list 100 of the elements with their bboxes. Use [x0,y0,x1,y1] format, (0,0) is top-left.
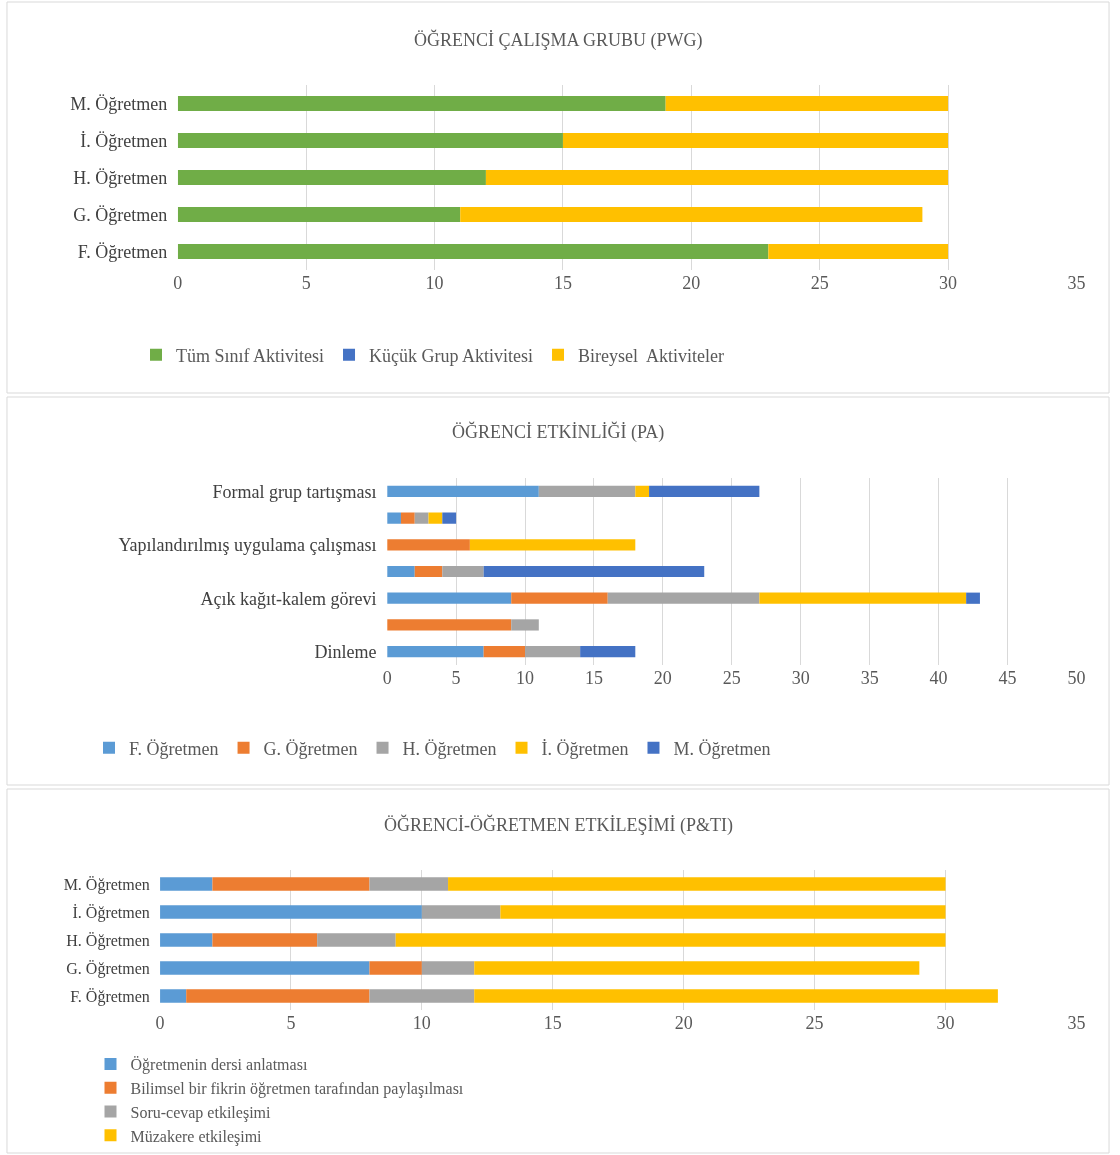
bar [759,592,967,604]
y-tick-label: G. Öğretmen [66,959,150,978]
bar [387,485,539,497]
bar [387,646,484,658]
bar [212,933,318,947]
bar [483,565,705,578]
bar [160,961,370,975]
bar [369,989,475,1003]
bar [500,905,946,919]
bar [428,512,443,524]
y-tick-label: G. Öğretmen [73,204,168,225]
y-tick-label: M. Öğretmen [63,875,150,894]
bar [160,877,213,891]
bar [387,512,401,524]
bar [387,565,415,578]
y-tick-label: İ. Öğretmen [72,903,150,922]
y-tick-label: Açık kağıt-kalem görevi [200,588,377,609]
legend-label: H. Öğretmen [402,738,497,759]
x-tick-label: 0 [382,668,392,688]
bar [580,646,636,658]
x-tick-label: 0 [173,273,183,293]
bar [160,905,422,919]
x-tick-label: 25 [722,668,741,688]
y-tick-label: İ. Öğretmen [80,130,168,151]
legend-label: M. Öğretmen [673,738,771,759]
legend-label: Bireysel Aktiviteler [578,345,724,366]
x-tick-label: 0 [155,1013,165,1033]
chart-title: ÖĞRENCİ-ÖĞRETMEN ETKİLEŞİMİ (P&TI) [384,814,733,836]
bar [562,133,949,148]
bar [212,877,370,891]
bar [177,207,461,222]
bar [538,485,636,497]
bar [485,170,949,185]
bar [966,592,980,604]
bar [317,933,396,947]
chart-title: ÖĞRENCİ ÇALIŞMA GRUBU (PWG) [414,29,703,51]
bar [177,244,769,259]
bar [607,592,760,604]
x-tick-label: 15 [584,668,603,688]
x-tick-label: 10 [412,1013,431,1033]
bar [460,207,923,222]
bar [442,565,484,578]
y-tick-label: Yapılandırılmış uygulama çalışması [118,535,377,556]
bar [649,485,760,497]
x-tick-label: 15 [553,273,572,293]
legend-label: Tüm Sınıf Aktivitesi [176,345,325,366]
bar [400,512,415,524]
bar [177,96,666,111]
x-tick-label: 5 [451,668,461,688]
y-tick-label: H. Öğretmen [66,931,150,950]
bar [186,989,370,1003]
bar [525,646,581,658]
bar [442,512,457,524]
bar [511,619,539,631]
bar [369,877,449,891]
legend-label: Küçük Grup Aktivitesi [369,345,534,366]
bar [421,961,475,975]
bar [387,539,470,551]
y-tick-label: H. Öğretmen [73,167,168,188]
bar [474,989,998,1003]
bar [160,933,213,947]
bar [387,619,512,631]
bar [414,512,429,524]
bar [635,485,650,497]
bar [511,592,608,604]
x-tick-label: 25 [810,273,829,293]
y-tick-label: F. Öğretmen [77,241,168,262]
bar [369,961,422,975]
bar [414,565,443,578]
bar [387,592,512,604]
legend-label: Öğretmenin dersi anlatması [130,1056,308,1075]
x-tick-label: 20 [653,668,672,688]
y-tick-label: M. Öğretmen [70,93,168,114]
x-tick-label: 5 [286,1013,296,1033]
x-tick-label: 35 [860,668,879,688]
bar [448,877,946,891]
bar [469,539,636,551]
x-tick-label: 5 [301,273,311,293]
x-tick-label: 30 [939,273,958,293]
legend-label: F. Öğretmen [129,738,219,759]
chart-title: ÖĞRENCİ ETKİNLİĞİ (PA) [452,421,665,443]
x-tick-label: 35 [1067,273,1086,293]
bar [160,989,187,1003]
bar [768,244,949,259]
x-tick-label: 20 [674,1013,693,1033]
x-tick-label: 35 [1067,1013,1086,1033]
legend-label: İ. Öğretmen [541,738,629,759]
y-tick-label: Dinleme [314,641,377,662]
legend-label: Soru-cevap etkileşimi [130,1103,272,1122]
x-tick-label: 50 [1067,668,1086,688]
bar [483,646,526,658]
x-tick-label: 30 [791,668,810,688]
x-tick-label: 25 [805,1013,824,1033]
bar [421,905,501,919]
y-tick-label: Formal grup tartışması [212,481,377,502]
bar [395,933,946,947]
bar [665,96,949,111]
legend-label: Bilimsel bir fikrin öğretmen tarafından paylaşılması [130,1079,464,1098]
x-tick-label: 30 [936,1013,955,1033]
legend-label: Müzakere etkileşimi [130,1127,263,1146]
